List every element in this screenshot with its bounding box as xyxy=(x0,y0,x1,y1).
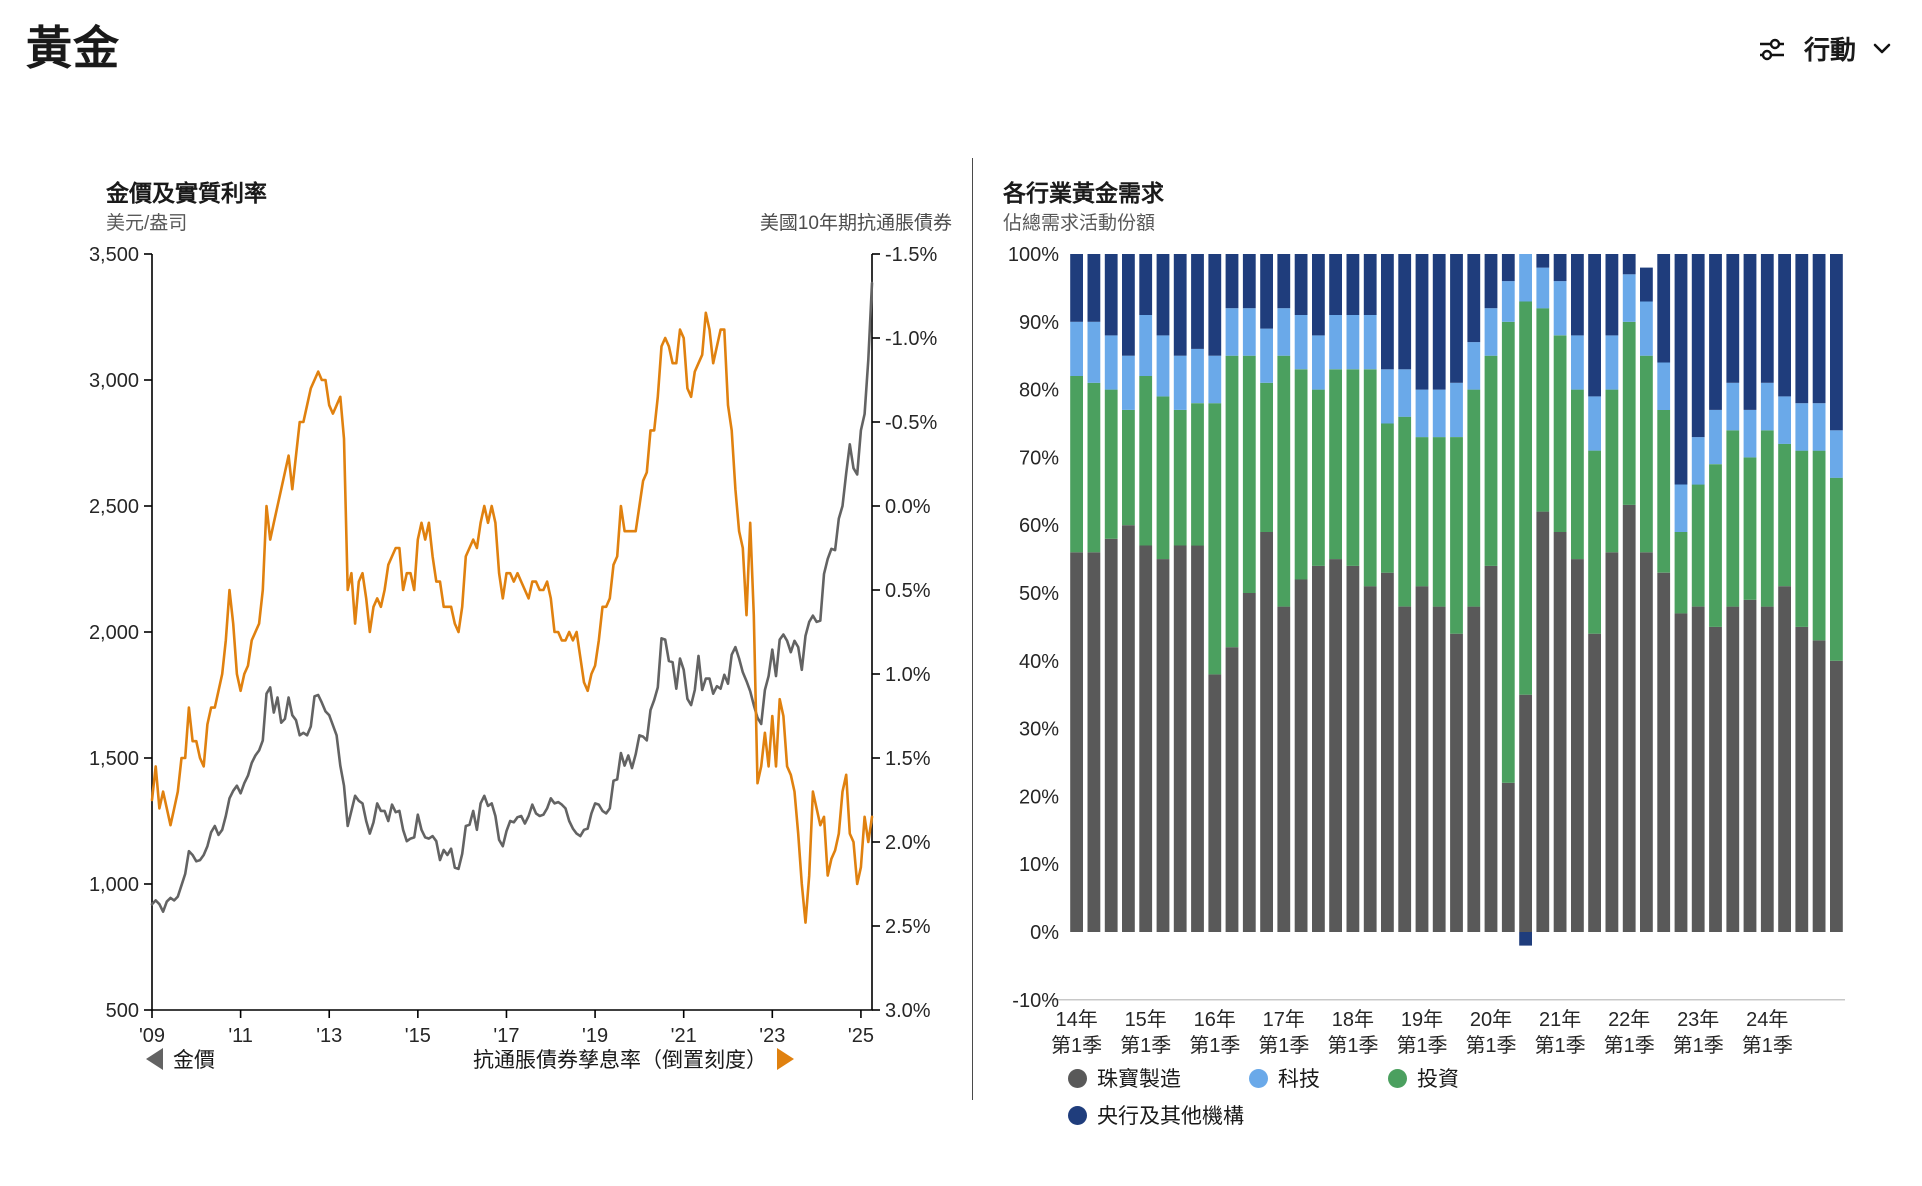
legend-item-jewellery: 珠寶製造 xyxy=(1068,1063,1181,1093)
svg-text:2,500: 2,500 xyxy=(89,496,139,518)
legend-label: 央行及其他機構 xyxy=(1097,1105,1244,1128)
svg-text:第1季: 第1季 xyxy=(1120,1034,1171,1057)
svg-text:21年: 21年 xyxy=(1539,1008,1581,1031)
svg-text:30%: 30% xyxy=(1019,719,1059,741)
svg-text:0.5%: 0.5% xyxy=(885,580,931,602)
actions-button[interactable]: 行動 xyxy=(1756,30,1892,67)
svg-text:100%: 100% xyxy=(1008,246,1059,266)
svg-text:2.5%: 2.5% xyxy=(885,916,931,938)
gold-price-panel: 金價及實質利率 美元/盎司 美國10年期抗通脹債券 500 1,000 1,500 2… xyxy=(88,168,968,1178)
legend-label: 科技 xyxy=(1278,1068,1320,1091)
svg-text:'15: '15 xyxy=(405,1025,431,1047)
svg-text:16年: 16年 xyxy=(1194,1008,1236,1031)
svg-text:第1季: 第1季 xyxy=(1258,1034,1309,1057)
legend-label: 珠寶製造 xyxy=(1097,1068,1181,1091)
legend-item-gold-price: 金價 xyxy=(146,1044,215,1074)
left-axis-unit: 美元/盎司 xyxy=(106,213,188,234)
gold-price-line-chart: 500 1,000 1,500 2,000 2,500 3,000 3,500 -1.5% -1… xyxy=(89,246,938,1047)
actions-label: 行動 xyxy=(1803,35,1856,65)
svg-text:第1季: 第1季 xyxy=(1742,1034,1793,1057)
svg-text:50%: 50% xyxy=(1019,583,1059,605)
investment-dot-icon xyxy=(1388,1068,1407,1088)
svg-text:-1.5%: -1.5% xyxy=(885,246,937,266)
svg-text:第1季: 第1季 xyxy=(1396,1034,1447,1057)
demand-stacked-bar-chart: 100% 90% 80% 70% 60% 50% 40% 30% 20% 10% 0% -10%14年… xyxy=(1008,246,1845,1057)
legend-label: 金價 xyxy=(173,1049,215,1072)
svg-text:20%: 20% xyxy=(1019,786,1059,808)
line-chart-legend: 金價 抗通脹債券孳息率（倒置刻度） xyxy=(146,1044,794,1074)
legend-item-technology: 科技 xyxy=(1249,1063,1320,1093)
svg-text:20年: 20年 xyxy=(1470,1008,1512,1031)
svg-text:-1.0%: -1.0% xyxy=(885,328,937,350)
gold-demand-panel: 各行業黃金需求 佔總需求活動份額 100% 90% 80% 70% 60% 50% 40% 3… xyxy=(985,168,1915,1180)
svg-text:10%: 10% xyxy=(1019,854,1059,876)
svg-text:'11: '11 xyxy=(228,1025,253,1047)
svg-text:第1季: 第1季 xyxy=(1189,1034,1240,1057)
svg-text:'13: '13 xyxy=(316,1025,342,1047)
svg-text:2,000: 2,000 xyxy=(89,622,139,644)
svg-text:'17: '17 xyxy=(493,1025,519,1047)
svg-text:19年: 19年 xyxy=(1401,1008,1443,1031)
svg-text:-10%: -10% xyxy=(1012,990,1059,1012)
svg-text:第1季: 第1季 xyxy=(1051,1034,1102,1057)
svg-text:'25: '25 xyxy=(848,1025,874,1047)
svg-text:'09: '09 xyxy=(139,1025,165,1047)
svg-text:22年: 22年 xyxy=(1608,1008,1650,1031)
right-chart-subtitle: 佔總需求活動份額 xyxy=(1003,213,1156,234)
technology-dot-icon xyxy=(1249,1068,1268,1088)
page-title: 黃金 xyxy=(26,22,120,74)
svg-text:-0.5%: -0.5% xyxy=(885,412,937,434)
svg-text:18年: 18年 xyxy=(1332,1008,1374,1031)
legend-label: 投資 xyxy=(1417,1068,1459,1091)
svg-text:15年: 15年 xyxy=(1125,1008,1167,1031)
svg-text:1,500: 1,500 xyxy=(89,748,139,770)
svg-text:1.0%: 1.0% xyxy=(885,664,931,686)
svg-text:0%: 0% xyxy=(1030,922,1059,944)
svg-text:'19: '19 xyxy=(582,1025,608,1047)
svg-text:3,500: 3,500 xyxy=(89,246,139,266)
svg-text:60%: 60% xyxy=(1019,515,1059,537)
bar-chart-legend-row-2: 央行及其他機構 xyxy=(1068,1100,1244,1130)
svg-text:第1季: 第1季 xyxy=(1327,1034,1378,1057)
legend-label: 抗通脹債券孳息率（倒置刻度） xyxy=(473,1049,767,1072)
svg-text:80%: 80% xyxy=(1019,380,1059,402)
chevron-down-icon xyxy=(1872,42,1892,56)
svg-text:0.0%: 0.0% xyxy=(885,496,931,518)
legend-item-tips-yield: 抗通脹債券孳息率（倒置刻度） xyxy=(473,1044,794,1074)
right-triangle-icon xyxy=(777,1048,794,1070)
right-axis-unit: 美國10年期抗通脹債券 xyxy=(759,213,952,234)
svg-text:500: 500 xyxy=(106,1000,139,1022)
svg-text:24年: 24年 xyxy=(1746,1008,1788,1031)
right-chart-title: 各行業黃金需求 xyxy=(1003,180,1164,206)
sliders-icon xyxy=(1756,33,1788,65)
svg-text:2.0%: 2.0% xyxy=(885,832,931,854)
svg-text:第1季: 第1季 xyxy=(1535,1034,1586,1057)
svg-text:第1季: 第1季 xyxy=(1604,1034,1655,1057)
svg-text:'21: '21 xyxy=(671,1025,697,1047)
svg-text:90%: 90% xyxy=(1019,312,1059,334)
svg-text:70%: 70% xyxy=(1019,447,1059,469)
left-chart-title: 金價及實質利率 xyxy=(106,180,267,206)
svg-text:3.0%: 3.0% xyxy=(885,1000,931,1022)
jewellery-dot-icon xyxy=(1068,1068,1087,1088)
svg-text:14年: 14年 xyxy=(1055,1008,1097,1031)
panel-divider xyxy=(972,158,973,1100)
legend-item-central-banks: 央行及其他機構 xyxy=(1068,1100,1244,1130)
svg-text:40%: 40% xyxy=(1019,651,1059,673)
left-triangle-icon xyxy=(146,1048,163,1070)
svg-text:1,000: 1,000 xyxy=(89,874,139,896)
svg-text:17年: 17年 xyxy=(1263,1008,1305,1031)
legend-item-investment: 投資 xyxy=(1388,1063,1459,1093)
svg-text:23年: 23年 xyxy=(1677,1008,1719,1031)
svg-text:1.5%: 1.5% xyxy=(885,748,931,770)
svg-text:'23: '23 xyxy=(759,1025,785,1047)
central-banks-dot-icon xyxy=(1068,1105,1087,1125)
bar-chart-legend-row-1: 珠寶製造 科技 投資 xyxy=(1068,1063,1459,1093)
svg-text:第1季: 第1季 xyxy=(1673,1034,1724,1057)
svg-text:3,000: 3,000 xyxy=(89,370,139,392)
svg-text:第1季: 第1季 xyxy=(1465,1034,1516,1057)
